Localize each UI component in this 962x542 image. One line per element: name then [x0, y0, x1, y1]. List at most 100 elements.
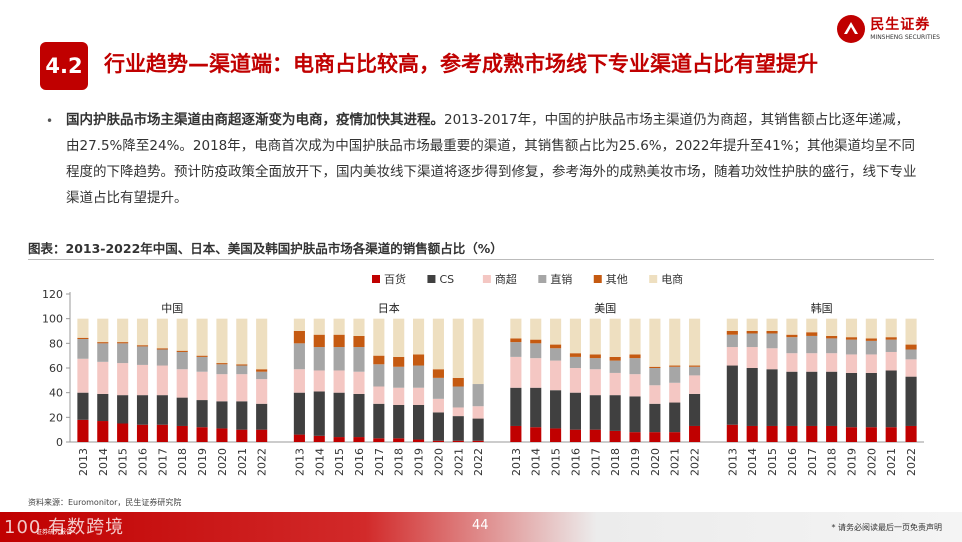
- bar-segment: [333, 437, 345, 442]
- bar-segment: [510, 338, 522, 343]
- bar-segment: [746, 425, 758, 442]
- bar-segment: [845, 427, 858, 442]
- bar-segment: [176, 369, 188, 398]
- x-tick-label: 2014: [97, 448, 110, 476]
- bar-segment: [393, 356, 405, 367]
- bullet-body-text: 2013-2017年，中国的护肤品市场主渠道仍为商超，其销售额占比逐年递减，由2…: [66, 112, 917, 206]
- x-tick-label: 2016: [786, 448, 799, 476]
- x-tick-label: 2014: [746, 448, 759, 476]
- bar-segment: [256, 403, 268, 430]
- bar-segment: [256, 369, 268, 372]
- bar-segment: [432, 412, 444, 441]
- watermark-subtext: 证券研究报告: [36, 529, 73, 536]
- bar-segment: [806, 425, 818, 442]
- bar-segment: [649, 366, 661, 368]
- bar-segment: [766, 333, 778, 349]
- x-tick-label: 2021: [669, 448, 682, 476]
- bar-segment: [373, 386, 385, 404]
- bar-segment: [845, 354, 858, 373]
- y-tick-label: 80: [49, 337, 63, 350]
- bar-segment: [97, 342, 109, 344]
- bar-segment: [313, 435, 325, 442]
- bar-segment: [530, 387, 542, 428]
- bar-segment: [550, 428, 562, 442]
- bar-segment: [689, 393, 701, 426]
- x-tick-label: 2016: [137, 448, 150, 476]
- x-tick-label: 2016: [353, 448, 366, 476]
- bar-segment: [510, 356, 522, 388]
- bar-segment: [726, 318, 738, 331]
- bar-segment: [885, 427, 897, 442]
- bar-segment: [865, 340, 877, 355]
- bar-segment: [412, 318, 425, 355]
- bar-segment: [905, 425, 917, 442]
- bar-segment: [117, 342, 129, 344]
- bar-segment: [746, 333, 758, 348]
- bar-segment: [136, 346, 149, 365]
- bar-segment: [216, 374, 228, 402]
- bar-segment: [333, 347, 345, 371]
- bar-segment: [412, 365, 425, 388]
- bar-segment: [689, 318, 701, 366]
- bar-segment: [452, 416, 464, 441]
- bar-segment: [432, 440, 444, 442]
- bar-segment: [766, 425, 778, 442]
- bar-segment: [609, 356, 621, 361]
- bar-segment: [472, 318, 484, 385]
- bar-segment: [885, 337, 897, 340]
- x-tick-label: 2015: [117, 448, 130, 476]
- x-tick-label: 2022: [256, 448, 269, 476]
- bar-segment: [845, 339, 858, 355]
- bar-segment: [806, 353, 818, 372]
- bar-segment: [333, 392, 345, 438]
- bar-segment: [117, 395, 129, 424]
- bar-segment: [353, 318, 365, 336]
- bar-segment: [293, 318, 305, 331]
- bar-segment: [905, 376, 917, 426]
- bar-segment: [353, 347, 365, 372]
- bar-segment: [510, 387, 522, 426]
- bar-segment: [689, 425, 701, 442]
- stacked-bar-chart: 百货 CS 商超 直销 其他 电商 0 20 40 60 80 100 120 中国 2013 2014 201…: [42, 272, 924, 476]
- watermark: 100 有数跨境: [4, 517, 125, 538]
- bar-segment: [452, 407, 464, 417]
- bar-segment: [256, 379, 268, 404]
- bar-segment: [746, 347, 758, 368]
- bar-segment: [432, 369, 444, 378]
- bar-segment: [117, 423, 129, 442]
- bar-segment: [373, 355, 385, 365]
- bar-segment: [629, 354, 641, 359]
- bar-segment: [589, 354, 601, 359]
- x-tick-label: 2021: [452, 448, 465, 476]
- bar-segment: [689, 366, 701, 376]
- bar-segment: [629, 358, 641, 375]
- bar-segment: [176, 397, 188, 426]
- bar-segment: [77, 392, 89, 420]
- bar-segment: [550, 390, 562, 429]
- bar-segment: [77, 318, 89, 338]
- bar-segment: [510, 425, 522, 442]
- bar-segment: [826, 338, 838, 354]
- bar-segment: [726, 347, 738, 366]
- bar-segment: [97, 393, 109, 422]
- bar-segment: [649, 318, 661, 367]
- page-number: 44: [472, 518, 489, 533]
- source-note: 资料来源：Euromonitor，民生证券研究院: [28, 498, 182, 507]
- bar-segment: [293, 369, 305, 393]
- bar-segment: [569, 392, 582, 430]
- bar-segment: [885, 339, 897, 352]
- x-tick-label: 2019: [196, 448, 209, 476]
- bar-segment: [689, 375, 701, 394]
- bar-segment: [530, 339, 542, 344]
- legend-swatch: [482, 275, 491, 283]
- bar-segment: [472, 406, 484, 419]
- bar-segment: [905, 359, 917, 377]
- bar-segment: [393, 366, 405, 388]
- bar-segment: [669, 432, 681, 442]
- x-tick-label: 2013: [293, 448, 306, 476]
- y-tick-label: 0: [56, 436, 63, 449]
- bar-segment: [196, 318, 208, 356]
- bar-segment: [826, 318, 838, 336]
- bar-segment: [845, 372, 858, 428]
- bar-segment: [236, 374, 248, 402]
